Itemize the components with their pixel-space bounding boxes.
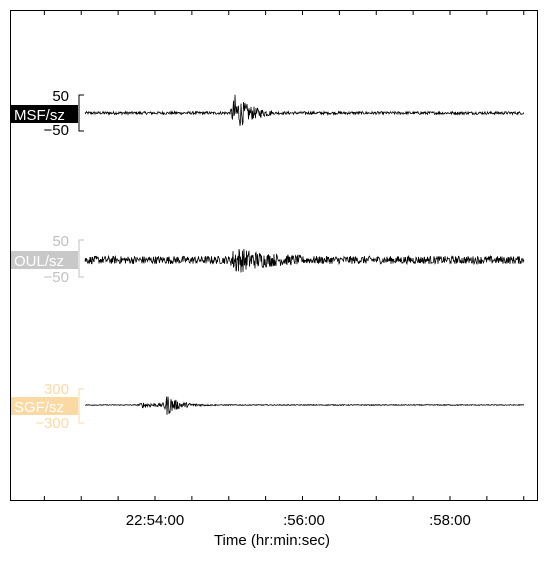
waveform: [84, 248, 525, 273]
trace-oul: OUL/sz 50 −50: [11, 233, 525, 286]
trace-msf: MSF/sz 50 −50: [11, 88, 525, 139]
x-axis-ticks: [43, 10, 525, 501]
station-label-bg: [11, 397, 78, 415]
waveform: [84, 396, 525, 415]
station-label: MSF/sz: [14, 107, 65, 124]
x-tick-label: :56:00: [283, 512, 325, 529]
scale-bracket: [78, 94, 84, 132]
scale-max-label: 50: [52, 88, 69, 105]
scale-min-label: −300: [35, 415, 69, 432]
scale-min-label: −50: [44, 269, 69, 286]
scale-bracket: [78, 388, 84, 424]
scale-bracket: [78, 239, 84, 278]
x-tick-label: :58:00: [429, 512, 471, 529]
station-label: SGF/sz: [14, 399, 64, 416]
station-label-bg: [11, 105, 78, 123]
scale-max-label: 50: [52, 233, 69, 250]
station-label-bg: [11, 251, 78, 269]
plot-frame: [10, 10, 538, 501]
x-axis-tick-labels: 22:54:00 :56:00 :58:00: [126, 512, 471, 529]
x-axis-label: Time (hr:min:sec): [214, 532, 330, 549]
scale-max-label: 300: [44, 381, 69, 398]
x-tick-label: 22:54:00: [126, 512, 184, 529]
waveform: [84, 94, 525, 126]
scale-min-label: −50: [44, 122, 69, 139]
station-label: OUL/sz: [14, 253, 64, 270]
trace-sgf: SGF/sz 300 −300: [11, 381, 525, 432]
